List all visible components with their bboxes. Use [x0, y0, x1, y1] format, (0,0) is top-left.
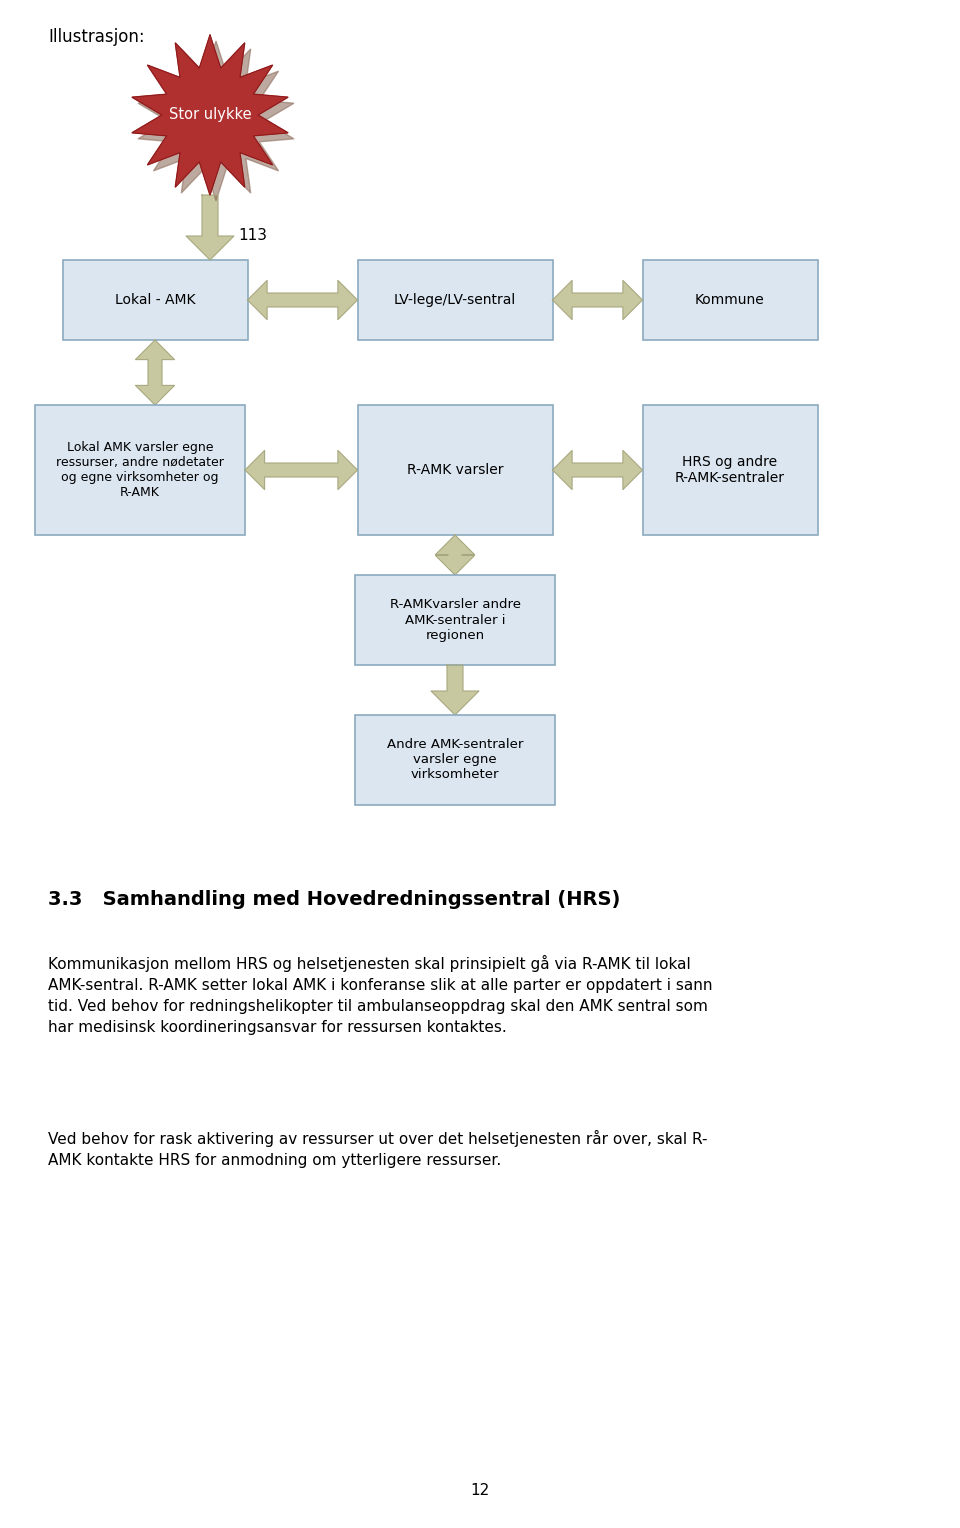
FancyBboxPatch shape: [355, 575, 555, 665]
Polygon shape: [553, 451, 642, 489]
Text: 3.3   Samhandling med Hovedredningssentral (HRS): 3.3 Samhandling med Hovedredningssentral…: [48, 889, 620, 909]
Text: Andre AMK-sentraler
varsler egne
virksomheter: Andre AMK-sentraler varsler egne virksom…: [387, 738, 523, 781]
Polygon shape: [138, 41, 294, 202]
Text: Lokal AMK varsler egne
ressurser, andre nødetater
og egne virksomheter og
R-AMK: Lokal AMK varsler egne ressurser, andre …: [56, 442, 224, 500]
Text: HRS og andre
R-AMK-sentraler: HRS og andre R-AMK-sentraler: [675, 455, 785, 484]
Text: Kommunikasjon mellom HRS og helsetjenesten skal prinsipielt gå via R-AMK til lok: Kommunikasjon mellom HRS og helsetjenest…: [48, 955, 712, 1034]
FancyBboxPatch shape: [62, 260, 248, 341]
Text: Stor ulykke: Stor ulykke: [169, 107, 252, 122]
Polygon shape: [248, 281, 357, 319]
FancyBboxPatch shape: [357, 405, 553, 535]
Text: LV-lege/LV-sentral: LV-lege/LV-sentral: [394, 293, 516, 307]
Text: 113: 113: [238, 228, 267, 243]
Text: Lokal - AMK: Lokal - AMK: [115, 293, 195, 307]
Text: R-AMK varsler: R-AMK varsler: [407, 463, 503, 477]
FancyBboxPatch shape: [642, 260, 818, 341]
Polygon shape: [431, 665, 479, 715]
Text: Kommune: Kommune: [695, 293, 765, 307]
FancyBboxPatch shape: [355, 715, 555, 805]
Polygon shape: [135, 341, 175, 405]
Text: Illustrasjon:: Illustrasjon:: [48, 28, 145, 46]
Text: R-AMKvarsler andre
AMK-sentraler i
regionen: R-AMKvarsler andre AMK-sentraler i regio…: [390, 599, 520, 642]
Polygon shape: [553, 281, 642, 319]
Polygon shape: [436, 535, 474, 575]
FancyBboxPatch shape: [357, 260, 553, 341]
Polygon shape: [132, 35, 288, 196]
FancyBboxPatch shape: [35, 405, 245, 535]
FancyBboxPatch shape: [642, 405, 818, 535]
Text: 12: 12: [470, 1484, 490, 1497]
Polygon shape: [186, 196, 234, 260]
Text: Ved behov for rask aktivering av ressurser ut over det helsetjenesten rår over, : Ved behov for rask aktivering av ressurs…: [48, 1131, 708, 1167]
Polygon shape: [245, 451, 357, 489]
